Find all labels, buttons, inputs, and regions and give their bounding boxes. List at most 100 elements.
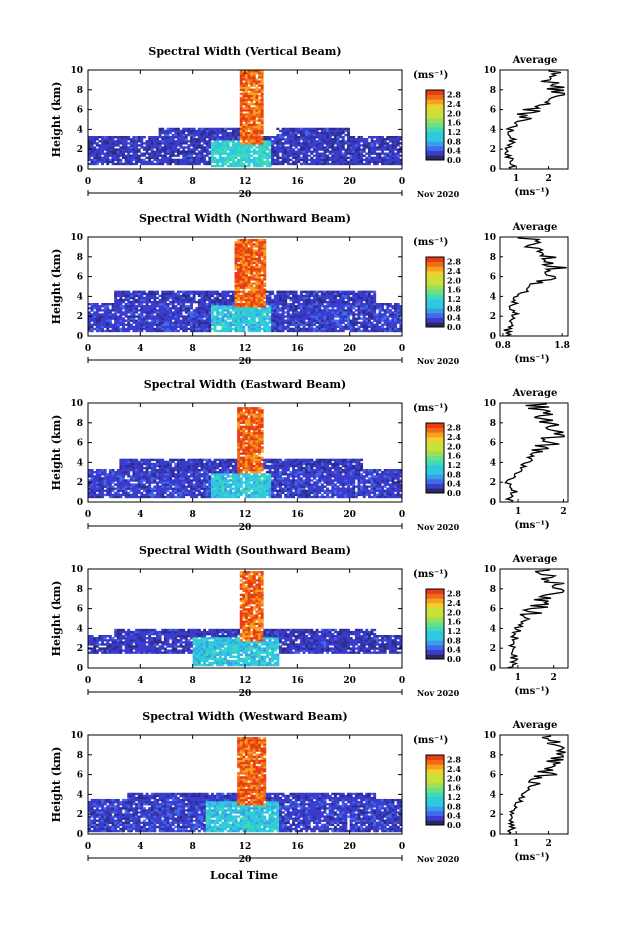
heatmap-cell xyxy=(258,296,261,300)
heatmap-cell xyxy=(323,142,327,145)
heatmap-cell xyxy=(354,150,358,153)
heatmap-cell xyxy=(370,325,374,329)
heatmap-cell xyxy=(93,475,97,478)
heatmap-cell xyxy=(176,154,180,157)
heatmap-cell xyxy=(273,298,277,302)
heatmap-cell xyxy=(245,245,248,248)
heatmap-cell xyxy=(90,325,94,329)
heatmap-cell xyxy=(268,305,272,308)
heatmap-cell xyxy=(140,477,144,480)
heatmap-cell xyxy=(195,142,199,145)
heatmap-cell xyxy=(242,284,246,287)
heatmap-cell xyxy=(132,493,136,497)
heatmap-cell xyxy=(101,481,104,484)
heatmap-cell xyxy=(203,313,207,316)
heatmap-cell xyxy=(187,150,191,153)
heatmap-cell xyxy=(221,298,225,302)
heatmap-cell xyxy=(276,321,280,324)
heatmap-cell xyxy=(106,329,110,333)
heatmap-cell xyxy=(260,131,264,135)
heatmap-cell xyxy=(190,300,193,304)
heatmap-cell xyxy=(362,158,366,162)
heatmap-cell xyxy=(339,309,343,312)
heatmap-cell xyxy=(166,303,170,306)
heatmap-cell xyxy=(166,319,170,322)
heatmap-cell xyxy=(333,158,337,162)
heatmap-cell xyxy=(142,458,146,462)
heatmap-cell xyxy=(265,162,269,166)
heatmap-cell xyxy=(98,152,102,155)
heatmap-cell xyxy=(127,162,131,166)
heatmap-cell xyxy=(383,309,387,312)
heatmap-cell xyxy=(250,303,254,306)
heatmap-cell xyxy=(388,319,392,322)
heatmap-cell xyxy=(231,313,235,316)
heatmap-cell xyxy=(299,315,303,318)
heatmap-cell xyxy=(313,327,316,331)
heatmap-cell xyxy=(148,464,152,468)
heatmap-cell xyxy=(234,313,238,316)
colorbar-segment xyxy=(426,285,444,290)
heatmap-cell xyxy=(250,313,254,316)
heatmap-cell xyxy=(367,294,371,298)
heatmap-cell xyxy=(140,313,144,316)
heatmap-cell xyxy=(187,290,191,293)
heatmap-cell xyxy=(313,303,316,306)
heatmap-cell xyxy=(101,162,104,166)
heatmap-cell xyxy=(103,144,107,147)
heatmap-cell xyxy=(273,148,277,151)
heatmap-cell xyxy=(132,327,136,331)
heatmap-cell xyxy=(221,319,225,322)
heatmap-cell xyxy=(373,146,377,149)
heatmap-cell xyxy=(252,290,256,293)
heatmap-cell xyxy=(352,292,356,296)
heatmap-cell xyxy=(305,329,309,333)
heatmap-cell xyxy=(161,298,165,302)
heatmap-cell xyxy=(258,292,261,296)
heatmap-cell xyxy=(158,144,162,147)
heatmap-cell xyxy=(114,475,118,478)
heatmap-cell xyxy=(258,323,261,326)
heatmap-cell xyxy=(90,471,94,474)
heatmap-cell xyxy=(239,148,243,151)
heatmap-cell xyxy=(163,464,167,468)
heatmap-cell xyxy=(153,469,157,472)
heatmap-cell xyxy=(370,142,374,145)
heatmap-cell xyxy=(286,329,290,333)
heatmap-cell xyxy=(140,325,144,329)
heatmap-cell xyxy=(127,483,131,486)
heatmap-cell xyxy=(245,138,248,141)
heatmap-cell xyxy=(148,462,152,466)
heatmap-cell xyxy=(122,313,125,316)
colorbar-segment xyxy=(426,275,444,281)
heatmap-cell xyxy=(166,309,170,312)
heatmap-cell xyxy=(344,315,348,318)
heatmap-cell xyxy=(347,311,350,314)
heatmap-cell xyxy=(375,152,379,155)
heatmap-cell xyxy=(279,313,282,316)
heatmap-cell xyxy=(111,475,115,478)
heatmap-cell xyxy=(106,475,110,478)
heatmap-cell xyxy=(341,138,345,141)
heatmap-cell xyxy=(111,142,115,145)
x-tick-label: 16 xyxy=(291,344,304,354)
heatmap-cell xyxy=(399,158,403,162)
heatmap-cell xyxy=(127,309,131,312)
heatmap-cell xyxy=(247,146,251,149)
heatmap-cell xyxy=(114,325,118,329)
heatmap-cell xyxy=(218,294,222,298)
heatmap-cell xyxy=(127,160,131,164)
heatmap-cell xyxy=(263,278,267,281)
heatmap-cell xyxy=(279,292,282,296)
heatmap-cell xyxy=(331,300,335,304)
heatmap-cell xyxy=(197,323,201,326)
heatmap-cell xyxy=(150,290,154,293)
heatmap-cell xyxy=(124,148,128,151)
heatmap-cell xyxy=(210,150,214,153)
heatmap-cell xyxy=(161,495,165,499)
heatmap-cell xyxy=(124,146,128,149)
heatmap-cell xyxy=(247,300,251,304)
heatmap-cell xyxy=(190,321,193,324)
heatmap-cell xyxy=(156,160,159,164)
heatmap-cell xyxy=(135,471,139,474)
